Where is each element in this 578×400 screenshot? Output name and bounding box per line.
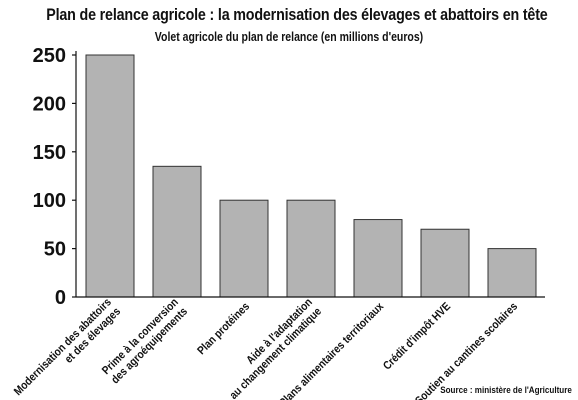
bar-3 <box>286 199 336 298</box>
chart-subtitle: Volet agricole du plan de relance (en mi… <box>154 30 424 44</box>
svg-text:Modernisation des abattoirset: Modernisation des abattoirset des élevag… <box>12 296 124 400</box>
bar-1 <box>152 165 202 298</box>
y-tick-labels: 0 50 100 150 200 250 <box>33 45 76 309</box>
bar-2 <box>219 199 269 298</box>
bar-0 <box>85 54 135 298</box>
y-tick-label-2: 100 <box>33 190 66 212</box>
bar-6 <box>487 248 537 298</box>
axis-layer <box>75 51 545 298</box>
y-tick-label-0: 0 <box>55 287 66 309</box>
svg-text:Plan protéines: Plan protéines <box>195 300 252 357</box>
source-note: Source : ministère de l'Agriculture <box>440 385 572 396</box>
bar-4 <box>353 219 403 298</box>
y-tick-label-5: 250 <box>33 45 66 67</box>
y-tick-label-1: 50 <box>44 239 66 261</box>
y-tick-label-3: 150 <box>33 142 66 164</box>
x-tick-label-5: Crédit d'impôt HVE <box>381 300 453 372</box>
y-tick-label-4: 200 <box>33 93 66 115</box>
svg-text:Crédit d'impôt HVE: Crédit d'impôt HVE <box>381 300 453 372</box>
chart-title: Plan de relance agricole : la modernisat… <box>46 5 548 24</box>
bars-layer <box>85 54 537 298</box>
x-tick-label-2: Plan protéines <box>195 300 252 357</box>
bar-5 <box>420 228 470 298</box>
x-tick-label-0: Modernisation des abattoirset des élevag… <box>12 296 124 400</box>
